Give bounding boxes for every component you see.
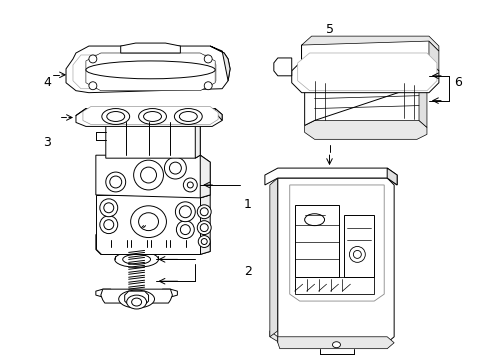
Polygon shape: [83, 107, 218, 125]
Ellipse shape: [180, 225, 190, 235]
Ellipse shape: [349, 247, 365, 262]
Polygon shape: [215, 109, 222, 121]
Ellipse shape: [102, 109, 129, 125]
Ellipse shape: [126, 295, 146, 309]
Ellipse shape: [114, 244, 123, 251]
Polygon shape: [66, 46, 230, 93]
Polygon shape: [297, 53, 436, 91]
Polygon shape: [301, 36, 438, 61]
Ellipse shape: [179, 112, 197, 121]
Ellipse shape: [200, 208, 208, 216]
Text: 1: 1: [244, 198, 251, 211]
Ellipse shape: [174, 109, 202, 125]
Text: 2: 2: [244, 265, 251, 278]
Polygon shape: [264, 168, 396, 185]
Text: 3: 3: [43, 136, 51, 149]
Ellipse shape: [187, 182, 193, 188]
Polygon shape: [200, 155, 210, 198]
Ellipse shape: [164, 157, 186, 179]
Ellipse shape: [109, 176, 122, 188]
Ellipse shape: [204, 82, 212, 90]
Ellipse shape: [304, 214, 324, 226]
Polygon shape: [105, 122, 200, 158]
Ellipse shape: [204, 55, 212, 63]
Polygon shape: [277, 337, 393, 349]
Polygon shape: [210, 46, 230, 81]
Ellipse shape: [332, 342, 340, 348]
Polygon shape: [162, 289, 177, 297]
Ellipse shape: [153, 244, 163, 251]
Text: 4: 4: [43, 76, 51, 89]
Ellipse shape: [170, 243, 186, 252]
Text: 5: 5: [325, 23, 333, 36]
Ellipse shape: [173, 244, 183, 251]
Ellipse shape: [176, 221, 194, 239]
Polygon shape: [96, 155, 210, 198]
Polygon shape: [428, 41, 438, 71]
Ellipse shape: [131, 298, 142, 306]
Polygon shape: [273, 58, 291, 76]
Ellipse shape: [183, 178, 197, 192]
Ellipse shape: [200, 224, 208, 231]
Ellipse shape: [119, 290, 154, 308]
Ellipse shape: [197, 221, 211, 235]
Polygon shape: [86, 53, 215, 91]
Ellipse shape: [175, 202, 195, 222]
Polygon shape: [386, 168, 396, 185]
Ellipse shape: [130, 206, 166, 238]
Polygon shape: [96, 235, 210, 255]
Ellipse shape: [169, 162, 181, 174]
Text: 6: 6: [453, 76, 461, 89]
Ellipse shape: [138, 213, 158, 231]
Polygon shape: [195, 122, 200, 158]
Ellipse shape: [105, 172, 125, 192]
Ellipse shape: [111, 243, 126, 252]
Ellipse shape: [141, 167, 156, 183]
Polygon shape: [304, 121, 426, 139]
Ellipse shape: [353, 251, 361, 258]
Ellipse shape: [103, 203, 114, 213]
Ellipse shape: [106, 112, 124, 121]
Polygon shape: [277, 178, 393, 343]
Polygon shape: [101, 289, 172, 303]
Polygon shape: [344, 215, 373, 277]
Ellipse shape: [138, 109, 166, 125]
Ellipse shape: [89, 55, 97, 63]
Ellipse shape: [86, 61, 215, 79]
Ellipse shape: [201, 239, 207, 244]
Ellipse shape: [100, 216, 118, 234]
Polygon shape: [304, 81, 426, 125]
Polygon shape: [121, 43, 180, 53]
Polygon shape: [269, 331, 368, 347]
Polygon shape: [124, 291, 148, 303]
Polygon shape: [418, 86, 426, 127]
Polygon shape: [73, 55, 216, 89]
Ellipse shape: [100, 199, 118, 217]
Ellipse shape: [103, 220, 114, 230]
Ellipse shape: [179, 206, 191, 218]
Ellipse shape: [122, 255, 150, 264]
Polygon shape: [96, 289, 111, 297]
Polygon shape: [269, 178, 277, 337]
Ellipse shape: [133, 244, 143, 251]
Ellipse shape: [150, 243, 166, 252]
Polygon shape: [291, 61, 438, 93]
Polygon shape: [200, 195, 210, 255]
Polygon shape: [294, 277, 373, 294]
Ellipse shape: [130, 243, 146, 252]
Ellipse shape: [198, 235, 210, 247]
Ellipse shape: [133, 160, 163, 190]
Ellipse shape: [143, 112, 161, 121]
Polygon shape: [289, 185, 384, 301]
Polygon shape: [76, 109, 222, 126]
Ellipse shape: [197, 205, 211, 219]
Polygon shape: [96, 195, 200, 255]
Ellipse shape: [115, 251, 158, 267]
Ellipse shape: [126, 293, 146, 305]
Polygon shape: [294, 205, 339, 277]
Ellipse shape: [89, 82, 97, 90]
